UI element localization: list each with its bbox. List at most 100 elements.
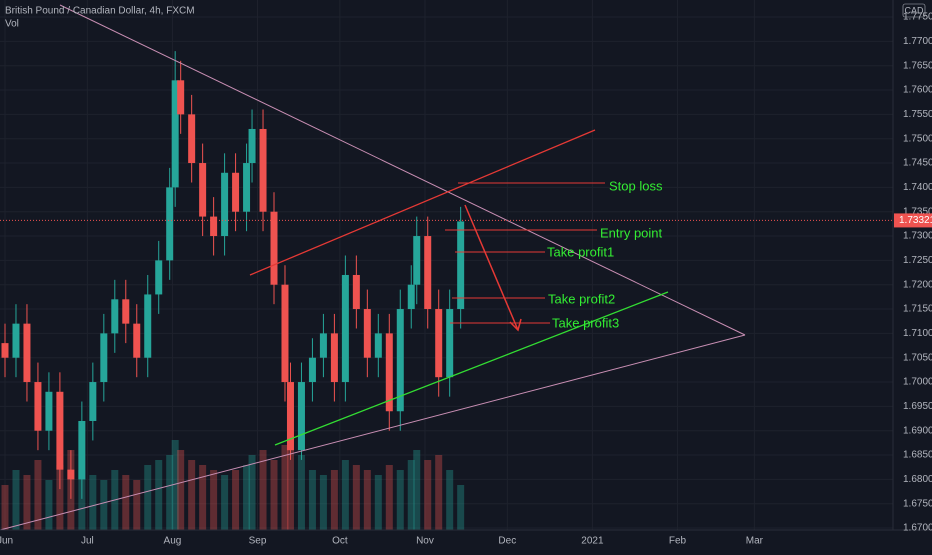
volume-bar xyxy=(144,465,152,530)
volume-bar xyxy=(446,470,454,530)
candle-body xyxy=(34,382,42,431)
volume-bar xyxy=(352,465,360,530)
volume-bar xyxy=(435,455,443,530)
volume-bar xyxy=(12,470,20,530)
candle-body xyxy=(177,80,185,115)
candle-body xyxy=(330,333,338,383)
x-tick-label: Aug xyxy=(164,536,182,547)
y-tick-label: 1.76000 xyxy=(903,85,932,96)
candle-body xyxy=(341,274,349,383)
y-tick-label: 1.67500 xyxy=(903,498,932,509)
volume-bar xyxy=(270,460,278,530)
candle-body xyxy=(270,211,278,285)
volume-bar xyxy=(177,450,185,530)
candle-body xyxy=(188,114,196,164)
volume-label: Vol xyxy=(5,19,19,30)
candle-body xyxy=(374,333,382,358)
x-tick-label: Oct xyxy=(332,536,348,547)
volume-bar xyxy=(155,460,163,530)
grid xyxy=(0,0,893,530)
volume-bar xyxy=(308,470,316,530)
candle-body xyxy=(12,323,20,358)
currency-box[interactable] xyxy=(902,3,926,18)
annotation: Take profit1 xyxy=(547,244,614,259)
volume-bar xyxy=(457,485,465,530)
volume-bar xyxy=(424,460,432,530)
trendline xyxy=(0,334,746,531)
channel-line xyxy=(249,129,596,276)
volume-bar xyxy=(330,470,338,530)
candle-body xyxy=(435,309,443,378)
volume-bar xyxy=(286,440,294,530)
candle-body xyxy=(407,284,415,310)
candle-body xyxy=(221,172,229,237)
volume-bar xyxy=(319,475,327,530)
candle-body xyxy=(1,343,9,358)
x-tick-label: Jun xyxy=(0,536,13,547)
volume-bar xyxy=(89,475,97,530)
x-tick-label: Jul xyxy=(81,536,94,547)
candle-body xyxy=(100,333,108,383)
y-tick-label: 1.77000 xyxy=(903,36,932,47)
volume-bar xyxy=(171,440,179,530)
y-tick-label: 1.71000 xyxy=(903,328,932,339)
x-tick-label: 2021 xyxy=(581,536,604,547)
candle-body xyxy=(210,216,218,237)
candle-body xyxy=(89,382,97,421)
trendline xyxy=(59,4,746,336)
candle-body xyxy=(155,260,163,295)
y-tick-label: 1.72000 xyxy=(903,279,932,290)
volume-bar xyxy=(34,460,42,530)
candle-body xyxy=(171,80,179,188)
candle-body xyxy=(122,299,130,324)
candle-body xyxy=(413,236,421,285)
y-tick-label: 1.74000 xyxy=(903,182,932,193)
candle-body xyxy=(243,163,251,212)
volume-bar xyxy=(78,470,86,530)
y-tick-label: 1.68000 xyxy=(903,474,932,485)
volume-bar xyxy=(385,465,393,530)
chart-title: British Pound / Canadian Dollar, 4h, FXC… xyxy=(5,6,195,17)
candle-body xyxy=(424,236,432,310)
x-tick-label: Feb xyxy=(669,536,687,547)
candle-body xyxy=(308,357,316,383)
candle-body xyxy=(352,274,360,310)
volume-bar xyxy=(1,485,9,530)
drawings xyxy=(0,4,746,531)
y-tick-label: 1.74500 xyxy=(903,158,932,169)
volume-bar xyxy=(407,460,415,530)
volume-bar xyxy=(188,460,196,530)
x-tick-label: Mar xyxy=(746,536,764,547)
annotation: Stop loss xyxy=(609,178,663,193)
currency[interactable]: CAD xyxy=(904,5,924,15)
y-tick-label: 1.76500 xyxy=(903,60,932,71)
y-tick-label: 1.75500 xyxy=(903,109,932,120)
volume-bar xyxy=(56,465,64,530)
y-tick-label: 1.70500 xyxy=(903,352,932,363)
candle-body xyxy=(297,382,305,451)
annotation: Take profit2 xyxy=(548,291,615,306)
candle-layer xyxy=(1,51,465,499)
volume-bar xyxy=(45,480,53,530)
volume-bar xyxy=(363,470,371,530)
candle-body xyxy=(56,391,64,470)
candle-body xyxy=(232,172,240,212)
last-price-label: 1.73321 xyxy=(899,215,932,226)
y-tick-label: 1.73000 xyxy=(903,231,932,242)
y-tick-label: 1.70000 xyxy=(903,377,932,388)
candle-body xyxy=(286,382,294,451)
candle-body xyxy=(319,333,327,358)
annotation: Entry point xyxy=(600,225,663,240)
volume-bar xyxy=(221,475,229,530)
candle-body xyxy=(385,333,393,412)
volume-bar xyxy=(374,475,382,530)
annotation: Take profit3 xyxy=(552,315,619,330)
x-tick-label: Sep xyxy=(249,536,267,547)
volume-bar xyxy=(413,450,421,530)
candle-body xyxy=(133,323,141,358)
volume-layer xyxy=(1,440,465,530)
volume-bar xyxy=(281,445,289,530)
y-tick-label: 1.75000 xyxy=(903,133,932,144)
